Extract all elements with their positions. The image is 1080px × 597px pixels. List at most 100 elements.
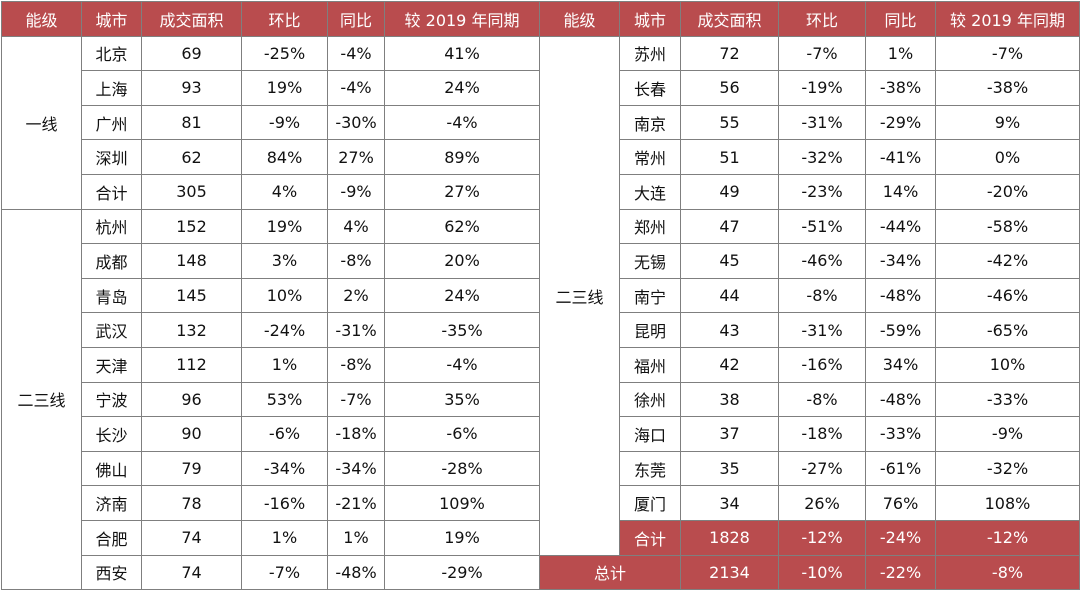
city-cell: 北京 xyxy=(81,35,142,72)
column-header: 成交面积 xyxy=(141,1,242,37)
value-cell: 79 xyxy=(141,450,242,487)
value-cell: -8% xyxy=(327,243,385,279)
city-cell: 东莞 xyxy=(619,450,681,487)
value-cell: 62 xyxy=(141,139,242,175)
value-cell: 96 xyxy=(141,381,242,418)
total-cell: 2134 xyxy=(680,554,779,591)
city-cell: 杭州 xyxy=(81,208,142,245)
value-cell: 27% xyxy=(384,173,540,210)
value-cell: 51 xyxy=(680,139,779,175)
value-cell: 4% xyxy=(241,173,328,210)
value-cell: -31% xyxy=(778,104,866,141)
value-cell: 38 xyxy=(680,381,779,418)
city-cell: 徐州 xyxy=(619,381,681,418)
value-cell: 132 xyxy=(141,312,242,348)
city-cell: 无锡 xyxy=(619,243,681,279)
value-cell: 90 xyxy=(141,416,242,452)
city-cell: 常州 xyxy=(619,139,681,175)
value-cell: 305 xyxy=(141,173,242,210)
city-cell: 厦门 xyxy=(619,485,681,521)
value-cell: 74 xyxy=(141,554,242,591)
value-cell: -6% xyxy=(384,416,540,452)
subtotal-label: 合计 xyxy=(619,519,681,556)
value-cell: -4% xyxy=(384,104,540,141)
value-cell: 84% xyxy=(241,139,328,175)
city-cell: 南京 xyxy=(619,104,681,141)
value-cell: 34 xyxy=(680,485,779,521)
value-cell: 109% xyxy=(384,485,540,521)
table-row: 广州 81 -9% -30% -4% 南京 55 -31% -29% 9% xyxy=(2,104,1080,141)
total-cell: -22% xyxy=(865,554,936,591)
value-cell: 0% xyxy=(935,139,1080,175)
value-cell: 19% xyxy=(241,208,328,245)
value-cell: 37 xyxy=(680,416,779,452)
column-header: 同比 xyxy=(865,1,936,37)
value-cell: 55 xyxy=(680,104,779,141)
city-cell: 上海 xyxy=(81,70,142,106)
tier-label: 二三线 xyxy=(539,35,620,556)
value-cell: -34% xyxy=(241,450,328,487)
value-cell: 26% xyxy=(778,485,866,521)
value-cell: 45 xyxy=(680,243,779,279)
subtotal-cell: 1828 xyxy=(680,519,779,556)
value-cell: -4% xyxy=(384,346,540,383)
value-cell: -4% xyxy=(327,35,385,72)
city-cell: 西安 xyxy=(81,554,142,591)
column-header: 成交面积 xyxy=(680,1,779,37)
column-header: 同比 xyxy=(327,1,385,37)
value-cell: -16% xyxy=(778,346,866,383)
value-cell: 43 xyxy=(680,312,779,348)
value-cell: 81 xyxy=(141,104,242,141)
value-cell: -20% xyxy=(935,173,1080,210)
value-cell: 78 xyxy=(141,485,242,521)
value-cell: 49 xyxy=(680,173,779,210)
subtotal-cell: -24% xyxy=(865,519,936,556)
column-header: 能级 xyxy=(539,1,620,37)
table-row: 上海 93 19% -4% 24% 长春 56 -19% -38% -38% xyxy=(2,70,1080,106)
city-cell: 成都 xyxy=(81,243,142,279)
column-header: 城市 xyxy=(619,1,681,37)
value-cell: 1% xyxy=(865,35,936,72)
value-cell: 41% xyxy=(384,35,540,72)
value-cell: 76% xyxy=(865,485,936,521)
total-cell: -8% xyxy=(935,554,1080,591)
value-cell: 44 xyxy=(680,277,779,314)
table-row: 深圳 62 84% 27% 89% 常州 51 -32% -41% 0% xyxy=(2,139,1080,175)
tier-label: 二三线 xyxy=(1,208,82,591)
table-row: 天津 112 1% -8% -4% 福州 42 -16% 34% 10% xyxy=(2,346,1080,383)
value-cell: -32% xyxy=(935,450,1080,487)
table-row: 青岛 145 10% 2% 24% 南宁 44 -8% -48% -46% xyxy=(2,277,1080,314)
value-cell: 19% xyxy=(241,70,328,106)
value-cell: -31% xyxy=(778,312,866,348)
value-cell: -28% xyxy=(384,450,540,487)
city-cell: 济南 xyxy=(81,485,142,521)
table-row: 西安 74 -7% -48% -29% 总计 2134 -10% -22% -8% xyxy=(2,554,1080,591)
value-cell: 152 xyxy=(141,208,242,245)
value-cell: -6% xyxy=(241,416,328,452)
city-cell: 天津 xyxy=(81,346,142,383)
value-cell: -38% xyxy=(935,70,1080,106)
value-cell: -7% xyxy=(935,35,1080,72)
value-cell: 2% xyxy=(327,277,385,314)
value-cell: 24% xyxy=(384,70,540,106)
value-cell: -24% xyxy=(241,312,328,348)
value-cell: 69 xyxy=(141,35,242,72)
value-cell: -29% xyxy=(865,104,936,141)
value-cell: -29% xyxy=(384,554,540,591)
value-cell: 47 xyxy=(680,208,779,245)
city-cell: 大连 xyxy=(619,173,681,210)
city-cell: 长春 xyxy=(619,70,681,106)
value-cell: 74 xyxy=(141,519,242,556)
table-row: 武汉 132 -24% -31% -35% 昆明 43 -31% -59% -65% xyxy=(2,312,1080,348)
value-cell: 20% xyxy=(384,243,540,279)
total-label: 总计 xyxy=(539,554,681,591)
value-cell: 1% xyxy=(241,346,328,383)
value-cell: -27% xyxy=(778,450,866,487)
value-cell: 72 xyxy=(680,35,779,72)
value-cell: -8% xyxy=(327,346,385,383)
table-row: 合肥 74 1% 1% 19% 合计 1828 -12% -24% -12% xyxy=(2,519,1080,556)
city-cell: 佛山 xyxy=(81,450,142,487)
value-cell: 14% xyxy=(865,173,936,210)
value-cell: -8% xyxy=(778,277,866,314)
city-cell: 深圳 xyxy=(81,139,142,175)
